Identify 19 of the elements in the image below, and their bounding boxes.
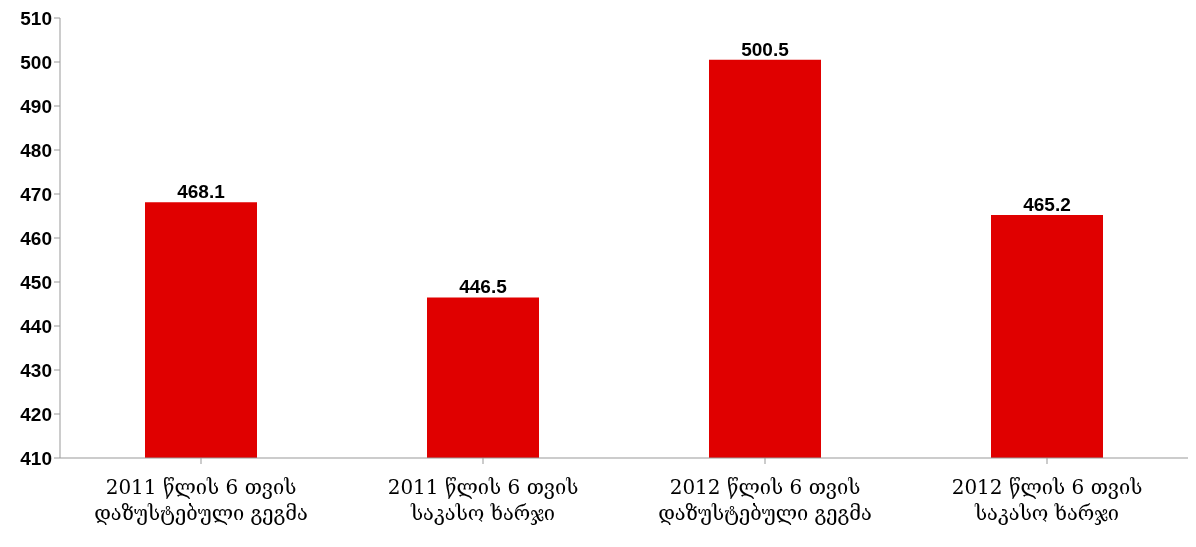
- y-tick-label: 500: [20, 51, 52, 73]
- y-tick-label: 440: [20, 315, 52, 337]
- data-label: 500.5: [741, 38, 790, 60]
- x-tick-label: 2011 წლის 6 თვის საკასო ხარჯი: [387, 475, 579, 525]
- y-tick-label: 450: [20, 271, 52, 293]
- data-label: 446.5: [459, 276, 508, 298]
- y-tick-label: 470: [20, 183, 52, 205]
- x-tick-label: 2011 წლის 6 თვის დაზუსტებული გეგმა: [94, 475, 308, 525]
- y-tick-label: 490: [20, 95, 52, 117]
- x-tick-label: 2012 წლის 6 თვის დაზუსტებული გეგმა: [658, 475, 872, 525]
- data-label: 468.1: [177, 181, 226, 203]
- y-tick-label: 420: [20, 403, 52, 425]
- data-label: 465.2: [1023, 194, 1071, 216]
- y-tick-label: 460: [20, 227, 52, 249]
- x-tick-label: 2012 წლის 6 თვის საკასო ხარჯი: [951, 475, 1143, 525]
- y-tick-label: 410: [20, 447, 52, 469]
- y-tick-label: 480: [20, 139, 52, 161]
- y-tick-label: 430: [20, 359, 52, 381]
- y-tick-label: 510: [20, 7, 52, 29]
